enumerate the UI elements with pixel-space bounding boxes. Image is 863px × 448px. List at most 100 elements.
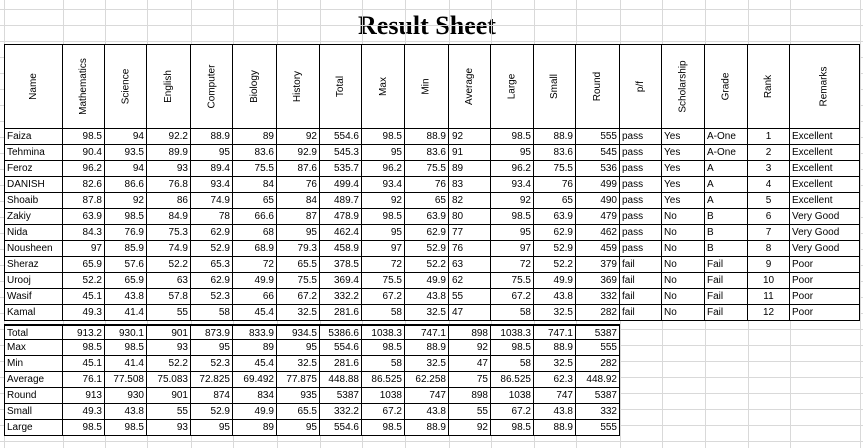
table-cell[interactable]: 458.9	[320, 241, 362, 257]
table-cell[interactable]: 83.6	[233, 145, 277, 161]
table-cell[interactable]: 87	[277, 209, 320, 225]
summary-cell[interactable]: 555	[576, 420, 620, 436]
summary-cell[interactable]: 5387	[320, 388, 362, 404]
summary-cell[interactable]: 65.5	[277, 404, 320, 420]
table-cell[interactable]: Very Good	[790, 209, 860, 225]
table-cell[interactable]: 379	[576, 257, 620, 273]
table-cell[interactable]: 92	[491, 193, 534, 209]
table-cell[interactable]: Sheraz	[4, 257, 63, 273]
table-cell[interactable]: 43.8	[105, 289, 147, 305]
table-cell[interactable]: pass	[620, 129, 662, 145]
table-cell[interactable]: Poor	[790, 289, 860, 305]
summary-cell[interactable]: 98.5	[362, 340, 405, 356]
table-cell[interactable]: Zakiy	[4, 209, 63, 225]
table-cell[interactable]: 369	[576, 273, 620, 289]
table-cell[interactable]: 89.9	[147, 145, 191, 161]
column-header[interactable]: Average	[449, 44, 491, 129]
table-cell[interactable]: 58	[362, 305, 405, 321]
table-cell[interactable]: 93	[147, 161, 191, 177]
table-cell[interactable]: 378.5	[320, 257, 362, 273]
summary-cell[interactable]: 332	[576, 404, 620, 420]
summary-cell[interactable]: 92	[449, 340, 491, 356]
summary-cell[interactable]: 52.2	[147, 356, 191, 372]
table-cell[interactable]: 65.9	[105, 273, 147, 289]
summary-cell[interactable]: 62.258	[405, 372, 449, 388]
summary-cell[interactable]: 95	[277, 340, 320, 356]
table-cell[interactable]: Poor	[790, 257, 860, 273]
column-header[interactable]: Biology	[233, 44, 277, 129]
summary-cell[interactable]: 32.5	[405, 356, 449, 372]
table-cell[interactable]: 98.5	[362, 129, 405, 145]
table-cell[interactable]: 62.9	[405, 225, 449, 241]
table-cell[interactable]: 75.5	[405, 161, 449, 177]
table-cell[interactable]: pass	[620, 241, 662, 257]
table-cell[interactable]: pass	[620, 145, 662, 161]
table-cell[interactable]: Nida	[4, 225, 63, 241]
summary-cell[interactable]: 67.2	[362, 404, 405, 420]
summary-cell[interactable]: 934.5	[277, 324, 320, 340]
table-cell[interactable]: 90.4	[63, 145, 105, 161]
table-cell[interactable]: Feroz	[4, 161, 63, 177]
table-cell[interactable]: 65.5	[277, 257, 320, 273]
column-header[interactable]: Grade	[705, 44, 748, 129]
table-cell[interactable]: No	[662, 289, 705, 305]
table-cell[interactable]: 7	[748, 225, 790, 241]
summary-cell[interactable]: 88.9	[534, 420, 576, 436]
summary-cell[interactable]: Min	[4, 356, 63, 372]
summary-cell[interactable]: 86.525	[491, 372, 534, 388]
table-cell[interactable]: Yes	[662, 129, 705, 145]
table-cell[interactable]: 459	[576, 241, 620, 257]
summary-cell[interactable]: 89	[233, 420, 277, 436]
table-cell[interactable]: 75.5	[233, 161, 277, 177]
table-cell[interactable]: No	[662, 209, 705, 225]
table-cell[interactable]: 58	[491, 305, 534, 321]
table-cell[interactable]: Excellent	[790, 177, 860, 193]
table-cell[interactable]: 45.1	[63, 289, 105, 305]
table-cell[interactable]: 75.3	[147, 225, 191, 241]
table-cell[interactable]: Excellent	[790, 145, 860, 161]
summary-cell[interactable]: Total	[4, 324, 63, 340]
table-cell[interactable]: 98.5	[63, 129, 105, 145]
table-cell[interactable]: Fail	[705, 289, 748, 305]
table-cell[interactable]: Yes	[662, 145, 705, 161]
table-cell[interactable]: 332	[576, 289, 620, 305]
table-cell[interactable]: 43.8	[405, 289, 449, 305]
summary-cell[interactable]: 898	[449, 388, 491, 404]
summary-cell[interactable]: 747	[534, 388, 576, 404]
summary-cell[interactable]: 554.6	[320, 420, 362, 436]
table-cell[interactable]: 478.9	[320, 209, 362, 225]
table-cell[interactable]: 32.5	[277, 305, 320, 321]
table-cell[interactable]: 52.9	[191, 241, 233, 257]
table-cell[interactable]: 86	[147, 193, 191, 209]
summary-cell[interactable]: 747.1	[534, 324, 576, 340]
table-cell[interactable]: Tehmina	[4, 145, 63, 161]
summary-cell[interactable]: 747.1	[405, 324, 449, 340]
table-cell[interactable]: 57.8	[147, 289, 191, 305]
table-cell[interactable]: 9	[748, 257, 790, 273]
table-cell[interactable]: No	[662, 273, 705, 289]
column-header[interactable]: Large	[491, 44, 534, 129]
table-cell[interactable]: 52.2	[534, 257, 576, 273]
table-cell[interactable]: Excellent	[790, 161, 860, 177]
table-cell[interactable]: 282	[576, 305, 620, 321]
table-cell[interactable]: 68.9	[233, 241, 277, 257]
table-cell[interactable]: 65	[534, 193, 576, 209]
table-cell[interactable]: 88.9	[405, 129, 449, 145]
table-cell[interactable]: 84.9	[147, 209, 191, 225]
summary-cell[interactable]: 834	[233, 388, 277, 404]
summary-cell[interactable]: 43.8	[105, 404, 147, 420]
table-cell[interactable]: 83.6	[534, 145, 576, 161]
table-cell[interactable]: 91	[449, 145, 491, 161]
table-cell[interactable]: 84	[277, 193, 320, 209]
table-cell[interactable]: DANISH	[4, 177, 63, 193]
column-header[interactable]: Name	[4, 44, 63, 129]
table-cell[interactable]: 62.9	[191, 273, 233, 289]
table-cell[interactable]: 57.6	[105, 257, 147, 273]
summary-cell[interactable]: 77.875	[277, 372, 320, 388]
table-cell[interactable]: 52.9	[534, 241, 576, 257]
table-cell[interactable]: 1	[748, 129, 790, 145]
summary-cell[interactable]: 88.9	[405, 420, 449, 436]
column-header[interactable]: Total	[320, 44, 362, 129]
summary-cell[interactable]: 62.3	[534, 372, 576, 388]
table-cell[interactable]: 88.9	[534, 129, 576, 145]
